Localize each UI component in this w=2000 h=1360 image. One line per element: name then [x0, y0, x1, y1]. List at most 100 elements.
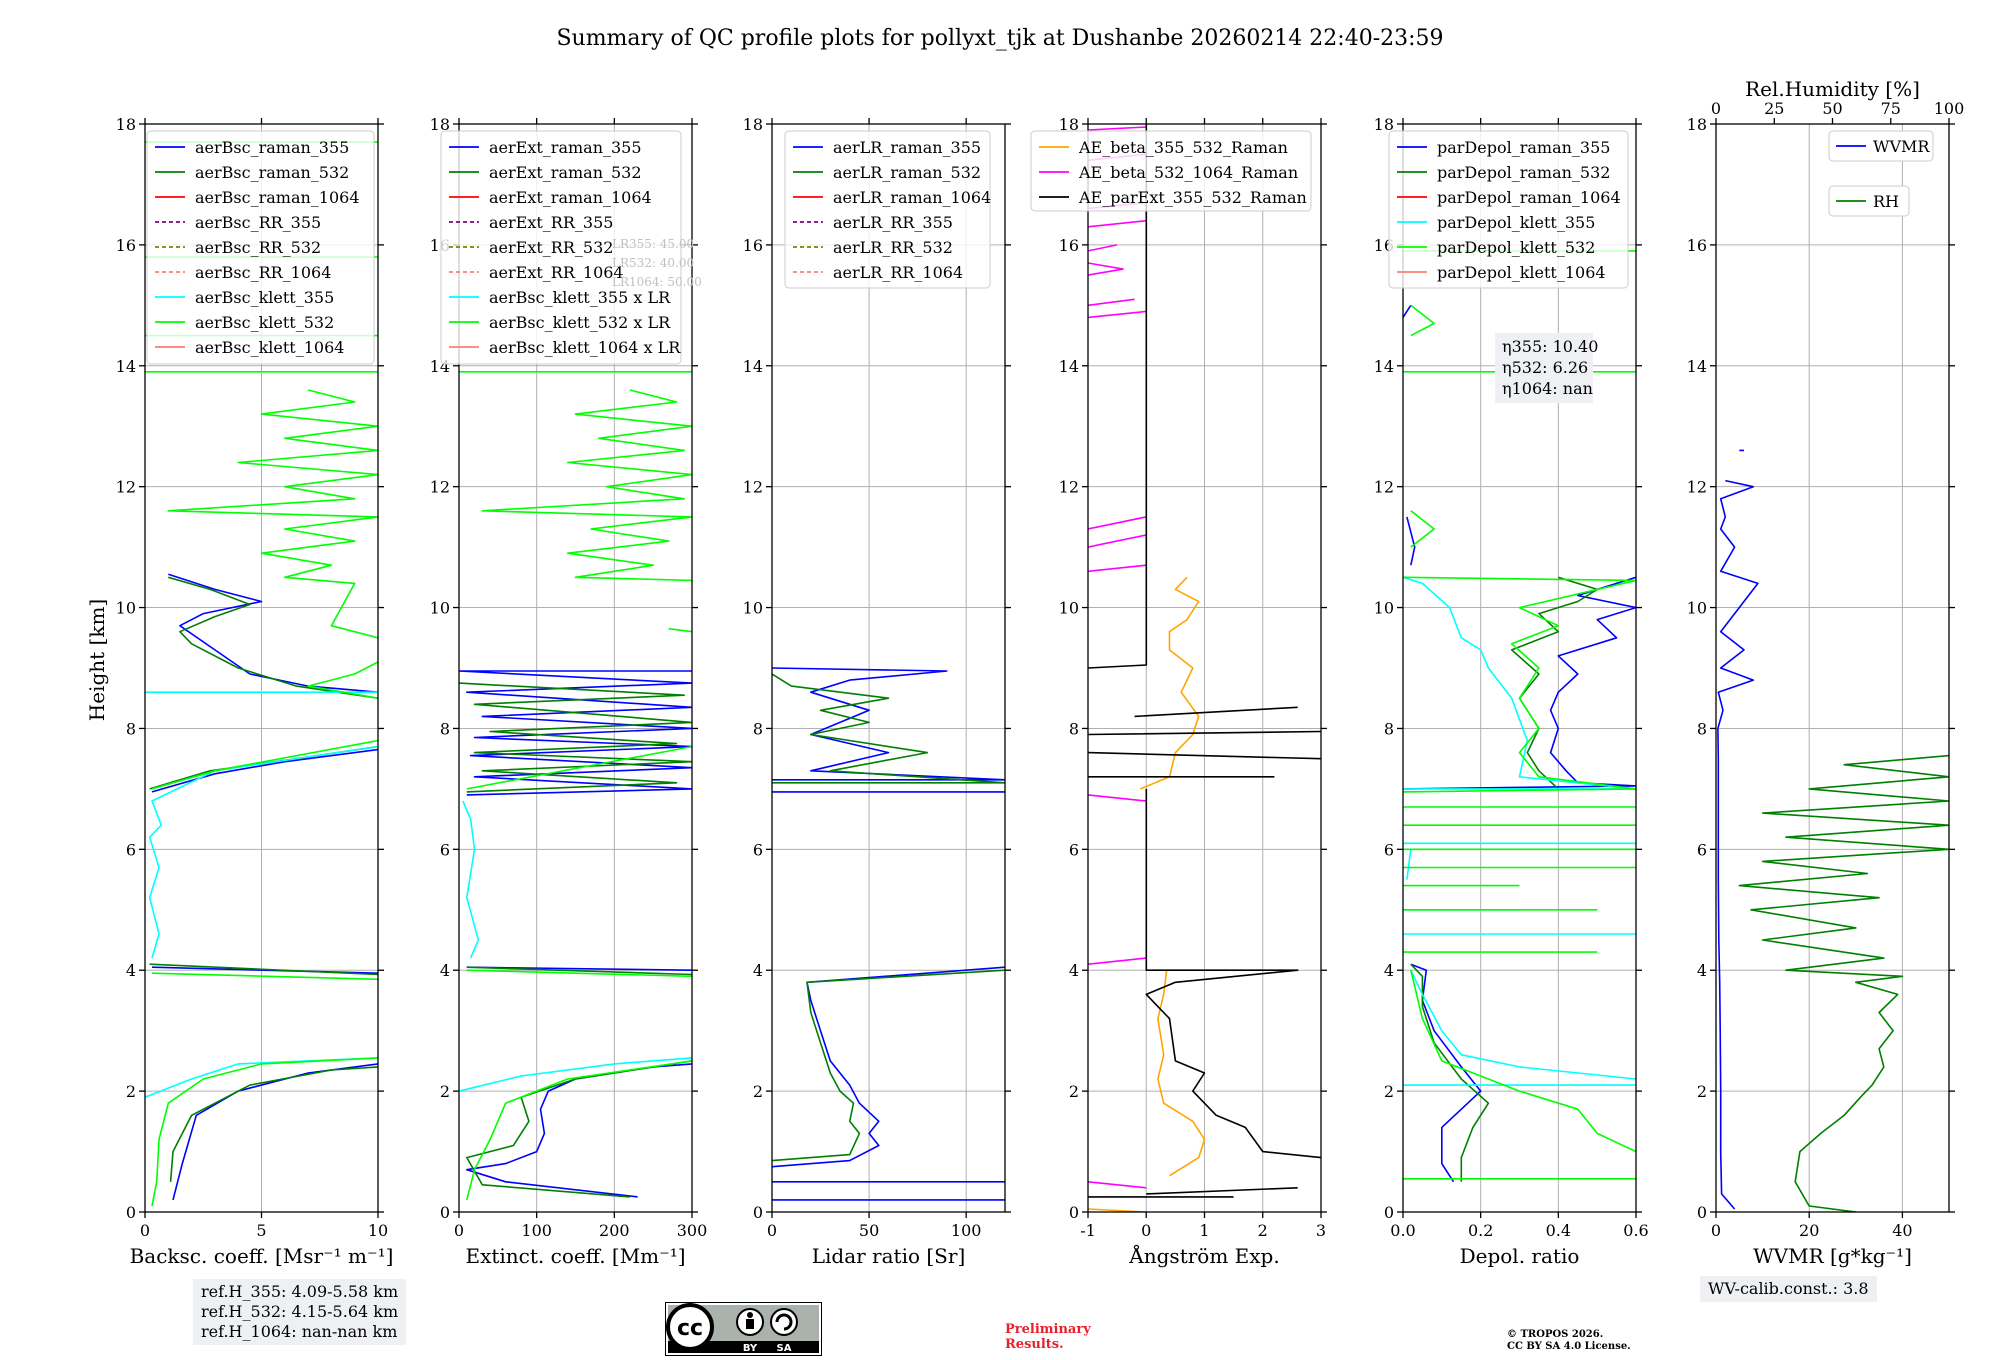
lr-annotation: LR532: 40.00 [612, 256, 694, 270]
x2-axis-label: Rel.Humidity [%] [1745, 77, 1920, 101]
lr-annotation: LR355: 45.00 [612, 237, 694, 251]
y-tick-label: 2 [440, 1082, 450, 1101]
y-tick-label: 0 [126, 1203, 136, 1222]
x-tick-label: 3 [1316, 1221, 1326, 1240]
cc-license-badge: cc BY SA [664, 1301, 823, 1357]
x-axis-label: Depol. ratio [1460, 1244, 1580, 1268]
legend-box [146, 130, 375, 365]
legend-entry: aerBsc_klett_532 [195, 313, 334, 332]
x-tick-label: 50 [859, 1221, 879, 1240]
series-line-aerBsc_raman_355 [151, 573, 378, 1201]
x2-tick-label: 75 [1881, 99, 1901, 118]
y-tick-label: 10 [430, 599, 450, 618]
y-tick-label: 0 [1697, 1203, 1707, 1222]
y-tick-label: 14 [1059, 357, 1079, 376]
x2-tick-label: 25 [1764, 99, 1784, 118]
legend-entry: aerBsc_raman_355 [195, 138, 349, 157]
sa-icon [770, 1308, 798, 1336]
axes-frame [1715, 123, 1950, 1213]
y-tick-label: 4 [1069, 961, 1079, 980]
x-tick-label: 0.0 [1390, 1221, 1415, 1240]
y-tick-label: 8 [126, 719, 136, 738]
y-tick-label: 18 [743, 115, 763, 134]
x-tick-label: 0 [1141, 1221, 1151, 1240]
y-tick-label: 0 [1069, 1203, 1079, 1222]
x-tick-label: 0 [1711, 1221, 1721, 1240]
y-tick-label: 8 [1697, 719, 1707, 738]
legend-entry: RH [1873, 192, 1899, 211]
series-line-aerBsc_klett_355 x LR [459, 800, 692, 1092]
series-line-aerExt_raman_532 [459, 682, 692, 1198]
legend-entry: aerBsc_RR_355 [195, 213, 321, 232]
legend-entry: aerLR_RR_1064 [833, 263, 963, 282]
y-tick-label: 10 [1374, 599, 1394, 618]
legend-entry: aerLR_RR_355 [833, 213, 953, 232]
x-tick-label: 40 [1892, 1221, 1912, 1240]
legend-entry: aerBsc_raman_1064 [195, 188, 360, 207]
panel-lr: 0 2 4 6 8 10 12 14 16 18 0 50 100 Lidar ratio [Sr] aer… [743, 115, 1011, 1268]
y-tick-label: 0 [1384, 1203, 1394, 1222]
series-line-parDepol_raman_532 [1410, 576, 1598, 1182]
y-tick-label: 4 [1384, 961, 1394, 980]
x-axis-label: Backsc. coeff. [Msr⁻¹ m⁻¹] [130, 1244, 394, 1268]
x-tick-label: 0 [454, 1221, 464, 1240]
ref-height-1064: ref.H_1064: nan-nan km [201, 1322, 398, 1341]
legend: WVMR RH [1828, 130, 1934, 217]
y-tick-label: 18 [1687, 115, 1707, 134]
legend: aerExt_raman_355 aerExt_raman_532 aerExt_r… [440, 130, 682, 365]
y-tick-label: 6 [753, 840, 763, 859]
legend-entry: aerBsc_klett_532 x LR [489, 313, 671, 332]
x-tick-label: 100 [951, 1221, 982, 1240]
legend-entry: aerLR_raman_355 [833, 138, 981, 157]
x-tick-label: 2 [1258, 1221, 1268, 1240]
y-tick-label: 4 [1697, 961, 1707, 980]
series-line-RH [1738, 754, 1949, 1212]
legend-entry: AE_beta_532_1064_Raman [1078, 163, 1298, 182]
axes-frame [1402, 123, 1637, 1213]
series-line-WVMR [1717, 449, 1759, 1210]
y-tick-label: 0 [753, 1203, 763, 1222]
legend-entry: aerBsc_klett_355 x LR [489, 288, 671, 307]
wv-calib-text: WV-calib.const.: 3.8 [1708, 1279, 1869, 1298]
legend-entry: aerBsc_klett_355 [195, 288, 334, 307]
x-tick-label: 0.6 [1623, 1221, 1648, 1240]
cc-icon [666, 1303, 714, 1351]
legend-entry: aerBsc_raman_532 [195, 163, 349, 182]
x-tick-label: 0 [140, 1221, 150, 1240]
legend-box [1828, 130, 1934, 162]
y-tick-label: 0 [440, 1203, 450, 1222]
legend-entry: aerExt_raman_355 [489, 138, 642, 157]
x-tick-label: 5 [256, 1221, 266, 1240]
legend-entry: parDepol_raman_355 [1437, 138, 1610, 157]
y-tick-label: 8 [1384, 719, 1394, 738]
copyright-line2: CC BY SA 4.0 License. [1507, 1341, 1631, 1352]
series-line-aerLR_raman_532 [772, 673, 1005, 1162]
y-tick-label: 12 [116, 478, 136, 497]
y-tick-label: 6 [1697, 840, 1707, 859]
axes-frame [458, 123, 693, 1213]
legend-box [1388, 130, 1629, 289]
series-group [1088, 124, 1321, 1212]
panel-bsc: 0 2 4 6 8 10 12 14 16 18 0 5 10 Backsc. coeff. [Msr⁻¹… [116, 115, 394, 1268]
legend-entry: aerBsc_RR_532 [195, 238, 321, 257]
legend-box [1828, 185, 1910, 217]
x-axis-label: Ångström Exp. [1128, 1243, 1279, 1268]
y-tick-label: 16 [743, 236, 763, 255]
x2-tick-label: 0 [1711, 99, 1721, 118]
x-tick-label: 0.4 [1546, 1221, 1571, 1240]
ref-height-355: ref.H_355: 4.09-5.58 km [201, 1282, 399, 1301]
y-tick-label: 12 [1687, 478, 1707, 497]
x-axis-label: WVMR [g*kg⁻¹] [1753, 1244, 1912, 1268]
y-tick-label: 8 [1069, 719, 1079, 738]
x-tick-label: 20 [1799, 1221, 1819, 1240]
series-line-parDepol_raman_355 [1403, 304, 1636, 1183]
eta-value: η532: 6.26 [1502, 358, 1588, 377]
legend-entry: aerBsc_RR_1064 [195, 263, 331, 282]
legend-entry: AE_parExt_355_532_Raman [1078, 188, 1307, 207]
y-tick-label: 4 [126, 961, 136, 980]
